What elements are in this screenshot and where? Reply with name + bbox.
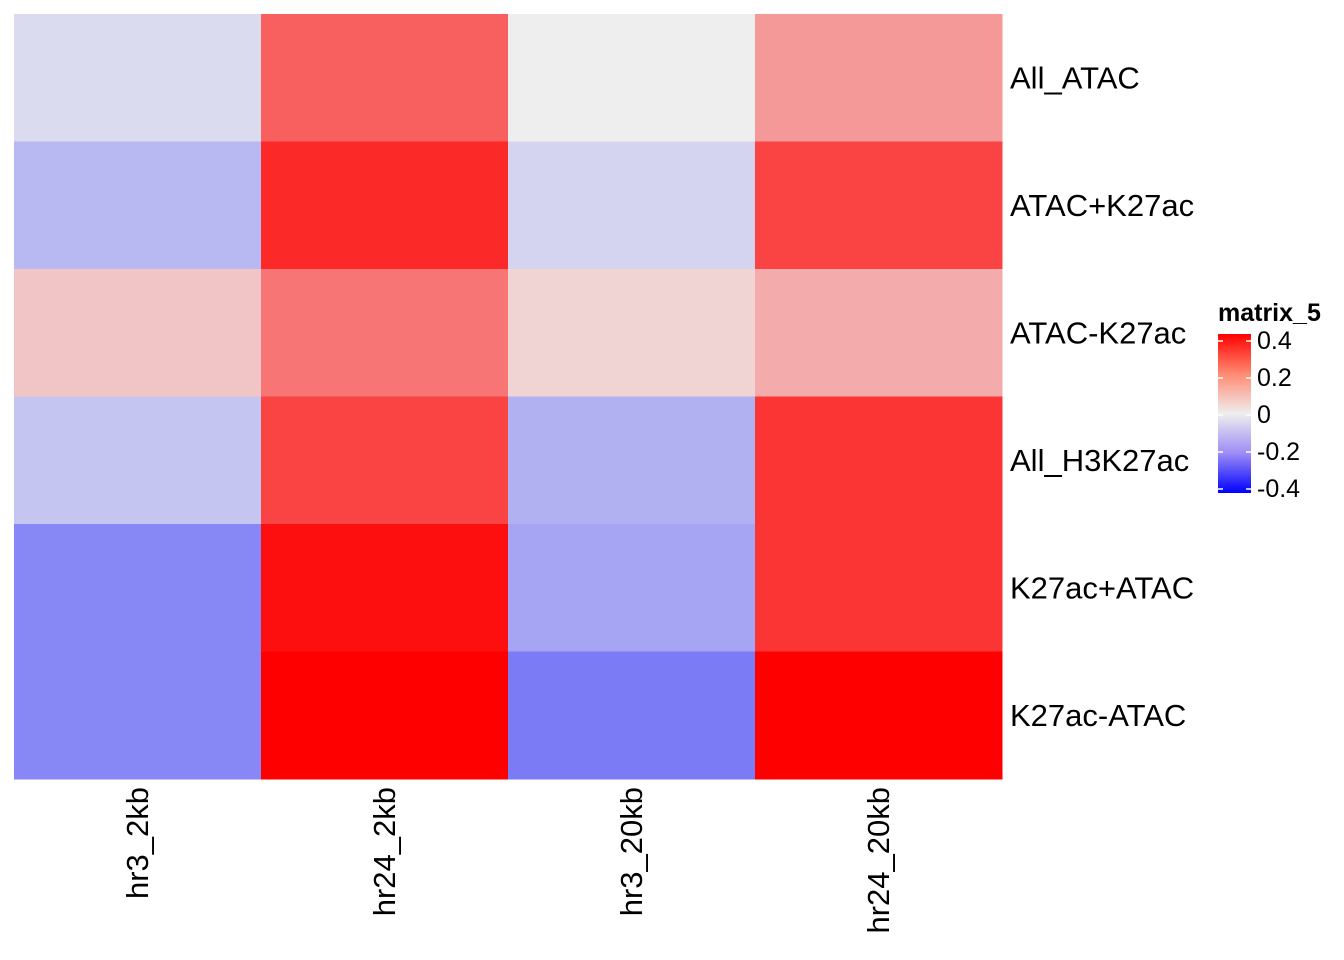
heatmap-cell <box>508 269 756 397</box>
heatmap-cell <box>14 141 262 270</box>
heatmap-cell <box>261 396 509 525</box>
legend-title: matrix_5 <box>1218 299 1321 327</box>
legend-color-bar <box>1218 334 1251 493</box>
heatmap-cell <box>508 524 756 652</box>
heatmap-cell <box>14 396 262 525</box>
legend-ticks: 0.4 0.2 0 -0.2 -0.4 <box>1218 327 1300 503</box>
heatmap-cell <box>261 524 509 652</box>
column-label: hr3_20kb <box>614 787 649 916</box>
legend-tick-label: 0.2 <box>1257 364 1292 392</box>
heatmap-cell <box>508 396 756 525</box>
legend-tick-label: 0.4 <box>1257 327 1292 355</box>
heatmap-cell <box>508 141 756 270</box>
heatmap-cell <box>755 141 1003 270</box>
heatmap-cell <box>261 651 509 780</box>
heatmap-cell <box>755 269 1003 397</box>
heatmap-cell <box>755 651 1003 780</box>
heatmap-cells <box>14 14 1003 780</box>
heatmap-cell <box>261 269 509 397</box>
row-label: All_ATAC <box>1010 60 1140 95</box>
heatmap-cell <box>261 14 509 142</box>
heatmap-cell <box>508 651 756 780</box>
row-label: ATAC+K27ac <box>1010 188 1194 223</box>
column-labels: hr3_2kb hr24_2kb hr3_20kb hr24_20kb <box>120 787 896 934</box>
row-label: K27ac+ATAC <box>1010 570 1194 605</box>
heatmap-cell <box>755 524 1003 652</box>
column-label: hr24_20kb <box>861 787 896 934</box>
row-labels: All_ATAC ATAC+K27ac ATAC-K27ac All_H3K27ac K… <box>1010 60 1194 733</box>
heatmap-cell <box>14 524 262 652</box>
row-label: All_H3K27ac <box>1010 443 1189 478</box>
heatmap-cell <box>14 14 262 142</box>
heatmap-cell <box>14 651 262 780</box>
heatmap-cell <box>261 141 509 270</box>
color-legend: matrix_5 0.4 0.2 0 -0.2 -0.4 <box>1218 299 1321 503</box>
legend-tick-label: 0 <box>1257 401 1271 429</box>
row-label: ATAC-K27ac <box>1010 315 1186 350</box>
heatmap-cell <box>755 14 1003 142</box>
legend-tick-label: -0.2 <box>1257 438 1300 466</box>
column-label: hr3_2kb <box>120 787 155 899</box>
heatmap-cell <box>755 396 1003 525</box>
legend-tick-label: -0.4 <box>1257 475 1300 503</box>
column-label: hr24_2kb <box>367 787 402 916</box>
heatmap-cell <box>508 14 756 142</box>
heatmap-cell <box>14 269 262 397</box>
row-label: K27ac-ATAC <box>1010 698 1186 733</box>
